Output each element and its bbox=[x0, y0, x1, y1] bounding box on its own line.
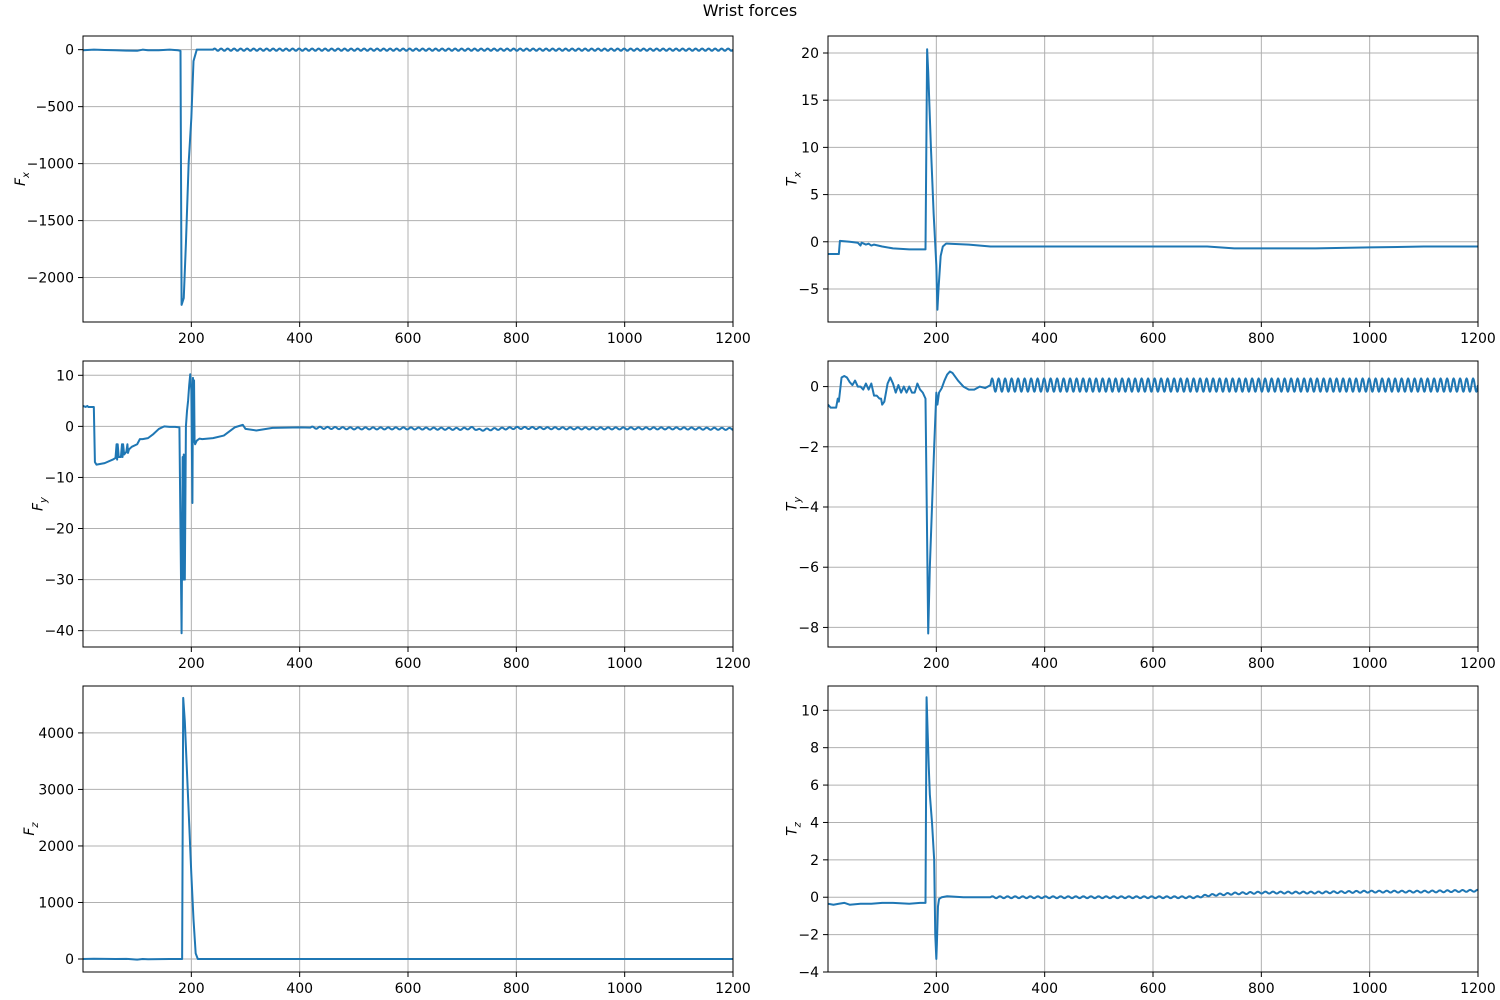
y-tick-label: 20 bbox=[801, 46, 819, 62]
x-tick-label: 600 bbox=[1140, 331, 1167, 347]
x-tick-label: 1000 bbox=[607, 656, 643, 672]
x-tick-label: 400 bbox=[1031, 981, 1058, 997]
x-tick-label: 200 bbox=[178, 656, 205, 672]
y-tick-label: 10 bbox=[56, 368, 74, 384]
y-axis-label: Fz bbox=[22, 822, 41, 836]
x-tick-label: 1200 bbox=[715, 981, 751, 997]
series-line-fx bbox=[83, 47, 733, 306]
x-tick-label: 600 bbox=[395, 981, 422, 997]
y-tick-label: 0 bbox=[810, 235, 819, 251]
x-tick-label: 1000 bbox=[607, 981, 643, 997]
x-tick-label: 200 bbox=[178, 331, 205, 347]
x-tick-label: 200 bbox=[923, 331, 950, 347]
y-tick-label: −20 bbox=[44, 522, 74, 538]
x-tick-label: 1000 bbox=[1352, 981, 1388, 997]
subplot-tz: 200 400 600 800 1000 1200 10 8 6 4 2 0 −2 −4 Tz bbox=[784, 685, 1496, 997]
y-tick-label: −30 bbox=[44, 573, 74, 589]
series-line-ty bbox=[828, 370, 1478, 635]
x-tick-label: 200 bbox=[178, 981, 205, 997]
series-line-tz bbox=[828, 696, 1478, 960]
x-tick-label: 800 bbox=[503, 981, 530, 997]
y-tick-label: 0 bbox=[65, 419, 74, 435]
y-tick-label: −1500 bbox=[27, 214, 74, 230]
subplot-grid: 200 400 600 800 1000 12000−500−1000−1500−2000… bbox=[13, 35, 1496, 997]
y-tick-label: 4 bbox=[810, 815, 819, 831]
x-tick-label: 400 bbox=[1031, 331, 1058, 347]
subplot-tx: 200 400 600 800 1000 1200 20 15 10 5 0 −5 Tx bbox=[784, 35, 1496, 347]
y-tick-label: −8 bbox=[798, 620, 819, 636]
x-tick-label: 600 bbox=[1140, 981, 1167, 997]
subplot-fx: 200 400 600 800 1000 1200 0 −500 −1000 −1500 −2000… bbox=[13, 35, 751, 347]
x-tick-label: 800 bbox=[1248, 331, 1275, 347]
x-tick-label: 800 bbox=[1248, 981, 1275, 997]
x-tick-label: 800 bbox=[1248, 656, 1275, 672]
x-tick-label: 200 bbox=[923, 981, 950, 997]
y-axis-label: Ty bbox=[784, 496, 803, 512]
y-tick-label: 8 bbox=[810, 741, 819, 757]
y-tick-label: −6 bbox=[798, 560, 819, 576]
y-tick-label: −2 bbox=[798, 440, 819, 456]
x-tick-label: 1200 bbox=[715, 331, 751, 347]
series-line-fz bbox=[83, 696, 733, 961]
y-tick-label: −4 bbox=[798, 500, 819, 516]
y-tick-label: 6 bbox=[810, 778, 819, 794]
y-tick-label: 1000 bbox=[38, 895, 74, 911]
x-tick-label: 600 bbox=[395, 656, 422, 672]
y-tick-label: 2000 bbox=[38, 839, 74, 855]
x-tick-label: 200 bbox=[923, 656, 950, 672]
x-tick-label: 800 bbox=[503, 656, 530, 672]
subplot-fy: 200 400 600 800 1000 1200 10 0 −10 −20 −30 −40 Fy bbox=[31, 360, 751, 672]
subplot-ty: 200 400 600 800 1000 1200 0 −2 −4 −6 −8 Ty bbox=[784, 360, 1496, 672]
subplot-fz: 200 400 600 800 1000 1200 4000 3000 2000 1000 0 Fz bbox=[22, 685, 751, 997]
y-tick-label: 2 bbox=[810, 853, 819, 869]
y-tick-label: −4 bbox=[798, 965, 819, 981]
x-tick-label: 1200 bbox=[1460, 981, 1496, 997]
x-tick-label: 400 bbox=[286, 656, 313, 672]
y-axis-label: Fx bbox=[13, 172, 32, 186]
figure-title: Wrist forces bbox=[703, 1, 797, 20]
x-tick-label: 600 bbox=[1140, 656, 1167, 672]
x-tick-label: 1200 bbox=[1460, 331, 1496, 347]
x-tick-label: 1000 bbox=[607, 331, 643, 347]
y-tick-label: 10 bbox=[801, 140, 819, 156]
y-tick-label: −1000 bbox=[27, 157, 74, 173]
y-tick-label: 3000 bbox=[38, 782, 74, 798]
x-tick-label: 400 bbox=[286, 331, 313, 347]
x-tick-label: 1000 bbox=[1352, 656, 1388, 672]
x-tick-label: 1200 bbox=[715, 656, 751, 672]
y-tick-label: −5 bbox=[798, 282, 819, 298]
y-axis-label: Tx bbox=[784, 172, 803, 187]
y-tick-label: 15 bbox=[801, 93, 819, 109]
y-tick-label: 0 bbox=[810, 890, 819, 906]
x-tick-label: 1000 bbox=[1352, 331, 1388, 347]
y-axis-label: Fy bbox=[31, 496, 50, 511]
x-tick-label: 1200 bbox=[1460, 656, 1496, 672]
x-tick-label: 600 bbox=[395, 331, 422, 347]
y-tick-label: 4000 bbox=[38, 726, 74, 742]
x-tick-label: 400 bbox=[286, 981, 313, 997]
y-tick-label: 0 bbox=[810, 380, 819, 396]
y-tick-label: 5 bbox=[810, 188, 819, 204]
series-line-fy bbox=[83, 373, 733, 635]
y-tick-label: 0 bbox=[65, 952, 74, 968]
x-tick-label: 400 bbox=[1031, 656, 1058, 672]
y-tick-label: −40 bbox=[44, 624, 74, 640]
y-tick-label: 10 bbox=[801, 703, 819, 719]
y-tick-label: −500 bbox=[36, 100, 74, 116]
y-tick-label: −2 bbox=[798, 928, 819, 944]
y-axis-label: Tz bbox=[784, 821, 803, 836]
y-tick-label: −10 bbox=[44, 470, 74, 486]
x-tick-label: 800 bbox=[503, 331, 530, 347]
y-tick-label: −2000 bbox=[27, 271, 74, 287]
series-line-tx bbox=[828, 48, 1478, 311]
y-tick-label: 0 bbox=[65, 43, 74, 59]
